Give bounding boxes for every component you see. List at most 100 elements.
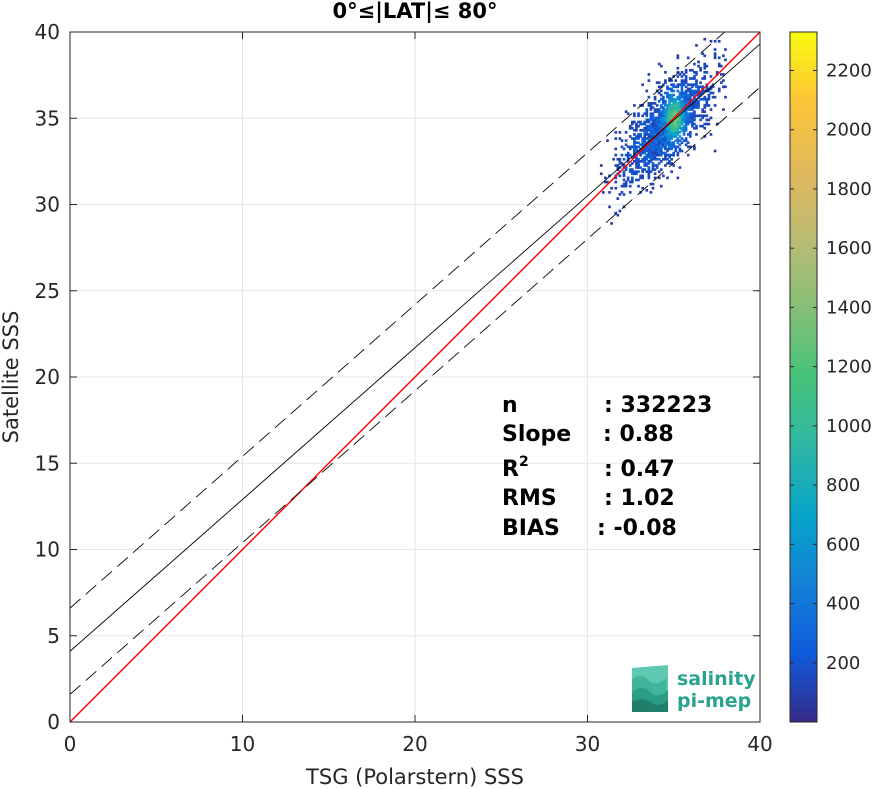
density-cell-394 <box>657 157 661 161</box>
density-cell-1029 <box>724 58 727 62</box>
density-cell-10 <box>610 222 613 225</box>
density-cell-609 <box>670 89 673 93</box>
density-cell-155 <box>637 133 640 136</box>
density-cell-82 <box>628 164 632 167</box>
density-cell-1016 <box>717 62 721 66</box>
stat-label-r2: R2 <box>502 454 529 482</box>
density-cell-970 <box>705 118 709 122</box>
density-cell-837 <box>688 120 692 124</box>
density-cell-178 <box>641 174 644 178</box>
density-cell-739 <box>680 110 684 113</box>
density-cell-829 <box>686 89 690 93</box>
y-tick-label-7: 35 <box>35 106 60 130</box>
density-cell-943 <box>701 108 705 111</box>
density-cell-683 <box>676 116 680 120</box>
colorbar-tick-label-5: 1200 <box>826 357 872 378</box>
density-cell-572 <box>668 102 671 105</box>
density-cell-39 <box>618 131 622 134</box>
density-cell-973 <box>705 102 709 105</box>
density-cell-424 <box>659 168 663 171</box>
density-cell-746 <box>680 93 684 97</box>
density-cell-662 <box>674 104 678 107</box>
colorbar-tick-label-6: 1400 <box>826 297 872 318</box>
density-cell-877 <box>693 126 696 130</box>
stat-value-n: : 332223 <box>604 393 712 418</box>
density-cell-799 <box>684 97 688 101</box>
density-cell-489 <box>664 145 667 149</box>
density-cell-146 <box>637 162 640 165</box>
density-cell-669 <box>676 153 680 157</box>
density-cell-216 <box>643 120 647 124</box>
density-cell-88 <box>628 124 632 128</box>
density-cell-236 <box>645 120 649 124</box>
density-cell-492 <box>664 139 667 142</box>
density-cell-974 <box>705 99 709 103</box>
density-cell-435 <box>659 135 663 138</box>
density-cell-643 <box>674 149 678 153</box>
density-cell-65 <box>624 139 628 142</box>
density-cell-553 <box>668 141 671 145</box>
density-cell-182 <box>641 157 644 161</box>
density-cell-207 <box>643 141 647 145</box>
density-cell-477 <box>662 106 665 109</box>
density-cell-671 <box>676 145 680 149</box>
density-cell-312 <box>651 151 655 155</box>
density-cell-215 <box>643 122 647 126</box>
density-cell-798 <box>684 99 688 103</box>
density-cell-139 <box>635 124 638 128</box>
density-cell-960 <box>703 89 707 93</box>
density-cell-402 <box>657 139 661 142</box>
density-cell-616 <box>672 145 676 149</box>
y-tick-label-6: 30 <box>35 193 60 217</box>
density-cell-533 <box>666 118 669 122</box>
density-cell-1006 <box>713 54 717 58</box>
density-cell-405 <box>657 133 661 136</box>
colorbar <box>789 31 818 723</box>
density-cell-742 <box>680 104 684 107</box>
density-cell-392 <box>657 170 661 174</box>
density-cell-675 <box>676 133 680 136</box>
density-cell-977 <box>705 87 709 91</box>
density-cell-708 <box>678 126 682 130</box>
density-cell-43 <box>620 153 624 157</box>
density-cell-480 <box>662 97 665 101</box>
density-cell-370 <box>655 147 659 151</box>
density-cell-204 <box>643 147 647 151</box>
density-cell-653 <box>674 122 678 126</box>
density-cell-318 <box>651 139 655 142</box>
x-tick-label-0: 0 <box>64 732 77 756</box>
density-cell-364 <box>655 166 659 169</box>
density-cell-498 <box>664 126 667 130</box>
density-cell-721 <box>678 99 682 103</box>
density-cell-744 <box>680 99 684 103</box>
density-cell-301 <box>649 104 653 107</box>
density-cell-886 <box>693 102 696 105</box>
density-cell-252 <box>647 153 651 157</box>
density-cell-314 <box>651 147 655 151</box>
density-cell-114 <box>633 137 636 140</box>
density-cell-780 <box>682 73 686 76</box>
density-cell-539 <box>666 106 669 109</box>
density-cell-148 <box>637 157 640 161</box>
density-cell-789 <box>684 118 688 122</box>
density-cell-343 <box>653 147 657 151</box>
density-cell-875 <box>693 147 696 151</box>
density-cell-1028 <box>724 85 727 89</box>
density-cell-422 <box>657 62 661 66</box>
density-cell-761 <box>682 124 686 128</box>
density-cell-425 <box>659 159 663 163</box>
density-cell-342 <box>653 149 657 153</box>
y-axis-label: Satellite SSS <box>0 311 23 444</box>
density-cell-419 <box>657 91 661 95</box>
density-cell-783 <box>684 137 688 140</box>
density-cell-290 <box>649 131 653 134</box>
density-cell-738 <box>680 112 684 116</box>
density-cell-880 <box>693 116 696 120</box>
density-cell-387 <box>655 108 659 111</box>
density-cell-429 <box>659 147 663 151</box>
density-cell-1014 <box>717 87 721 91</box>
density-cell-714 <box>678 114 682 118</box>
density-cell-278 <box>649 155 653 159</box>
density-cell-1 <box>599 164 603 167</box>
density-cell-843 <box>688 106 692 109</box>
